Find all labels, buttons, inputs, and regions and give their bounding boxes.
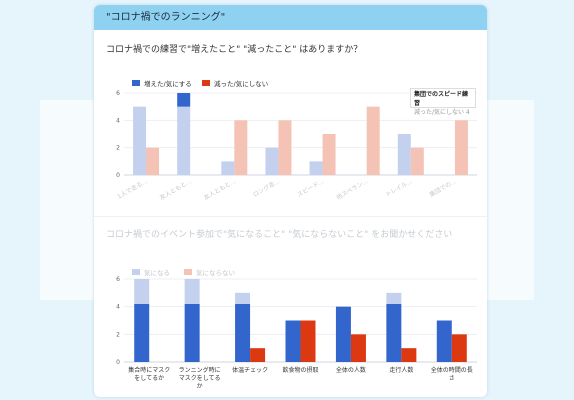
x-tick-label: をしてるか bbox=[134, 375, 164, 382]
chart-tooltip: 集団でのスピード練習 減った/気にしない 4 bbox=[410, 88, 476, 116]
y-tick-label: 2 bbox=[116, 331, 120, 338]
bar-concern bbox=[335, 306, 351, 362]
x-tick-label: 集団での… bbox=[428, 177, 458, 199]
bar-concern bbox=[386, 303, 402, 362]
bar-concern-faded bbox=[184, 279, 200, 304]
x-tick-label: ランニング時に bbox=[179, 366, 221, 374]
bar-increase bbox=[265, 147, 279, 175]
x-tick-label: 体温チェック bbox=[232, 366, 268, 374]
y-tick-label: 2 bbox=[116, 145, 120, 152]
x-tick-label: 友人ともと… bbox=[158, 177, 193, 202]
tooltip-value: 減った/気にしない 4 bbox=[414, 109, 470, 116]
bar-no-concern bbox=[300, 320, 316, 362]
bar-concern bbox=[184, 303, 200, 362]
card-title: "コロナ禍でのランニング" bbox=[94, 5, 487, 30]
bar-decrease bbox=[234, 120, 248, 175]
bar-no-concern bbox=[451, 334, 467, 362]
y-tick-label: 4 bbox=[116, 304, 120, 311]
x-tick-label: さ bbox=[449, 375, 455, 382]
x-tick-label: 全体の時間の長 bbox=[431, 366, 473, 374]
bar-increase bbox=[133, 106, 147, 175]
bar-decrease bbox=[366, 106, 380, 175]
bar-no-concern bbox=[350, 334, 366, 362]
x-tick-label: 他スペラン… bbox=[335, 177, 370, 202]
practice-change-bar-chart: 増えた/気にする 減った/気にしない 0 2 4 6 1人で走る… 友人ともと… 友人ともと… ロ… bbox=[116, 79, 477, 202]
legend-label-decrease: 減った/気にしない bbox=[214, 79, 268, 88]
x-tick-label: 走行人数 bbox=[389, 366, 413, 374]
x-tick-label: 集合時にマスク bbox=[128, 366, 170, 374]
x-tick-label: スピード… bbox=[296, 178, 325, 199]
legend-label-increase: 増えた/気にする bbox=[144, 79, 192, 88]
x-tick-label: ロング走… bbox=[251, 177, 281, 199]
question-2-title: コロナ禍でのイベント参加で"気になること" "気にならないこと" をお聞かせくだ… bbox=[106, 230, 453, 240]
bar-concern-faded bbox=[235, 292, 251, 304]
y-tick-label: 6 bbox=[116, 276, 120, 283]
bar-increase bbox=[309, 161, 323, 175]
x-tick-label: マスクをしてる bbox=[179, 375, 221, 382]
y-tick-label: 0 bbox=[116, 359, 120, 366]
x-tick-label: 飲食物の摂取 bbox=[282, 366, 318, 374]
x-tick-label: 1人で走る… bbox=[116, 177, 149, 201]
tooltip-title: 集団でのスピード練習 bbox=[414, 91, 469, 107]
legend-label-concern: 気になる bbox=[144, 268, 170, 277]
x-tick-label: トレイル… bbox=[384, 178, 413, 199]
legend-swatch-no-concern bbox=[184, 269, 192, 275]
bar-increase bbox=[397, 134, 411, 175]
y-tick-label: 6 bbox=[116, 90, 120, 97]
y-tick-label: 0 bbox=[116, 172, 120, 179]
bar-concern-faded bbox=[386, 292, 402, 304]
y-tick-label: 4 bbox=[116, 117, 120, 124]
bar-concern bbox=[285, 320, 301, 362]
section-divider bbox=[94, 216, 487, 217]
x-tick-label: 友人ともと… bbox=[202, 177, 237, 202]
legend-swatch-concern bbox=[132, 269, 140, 275]
x-tick-label: 全体の人数 bbox=[336, 366, 366, 374]
bar-increase bbox=[177, 106, 191, 175]
bar-increase-highlight bbox=[177, 93, 191, 107]
question-1-title: コロナ禍での練習で"増えたこと" "減ったこと" はありますか？ bbox=[106, 45, 363, 55]
bar-increase bbox=[221, 161, 235, 175]
bar-decrease bbox=[322, 134, 336, 175]
bar-no-concern bbox=[250, 348, 266, 362]
bar-decrease bbox=[278, 120, 292, 175]
bar-no-concern bbox=[401, 348, 417, 362]
bar-concern bbox=[134, 303, 150, 362]
legend-swatch-increase bbox=[132, 80, 140, 86]
legend-label-no-concern: 気にならない bbox=[196, 268, 235, 277]
bar-decrease bbox=[146, 147, 160, 175]
bar-concern bbox=[235, 303, 251, 362]
x-tick-label: か bbox=[197, 383, 203, 390]
survey-card: "コロナ禍でのランニング" コロナ禍での練習で"増えたこと" "減ったこと" は… bbox=[94, 5, 487, 397]
bar-decrease bbox=[454, 120, 468, 175]
bar-concern-faded bbox=[134, 279, 150, 304]
bar-concern bbox=[436, 320, 452, 362]
legend-swatch-decrease bbox=[202, 80, 210, 86]
bar-decrease bbox=[410, 147, 424, 175]
